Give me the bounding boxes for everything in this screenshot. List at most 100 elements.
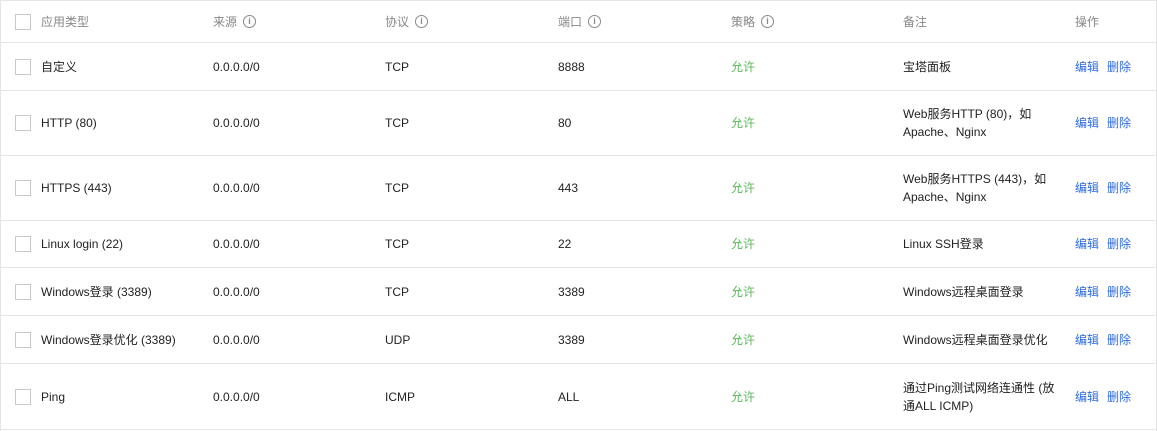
info-icon[interactable]: i [761, 15, 775, 28]
col-header-remark: 备注 [903, 1, 927, 42]
cell-source: 0.0.0.0/0 [213, 237, 260, 251]
cell-actions: 编辑 删除 [1075, 43, 1131, 90]
cell-type: 自定义 [41, 59, 78, 74]
cell-actions: 编辑 删除 [1075, 156, 1131, 220]
col-header-action: 操作 [1075, 1, 1099, 42]
cell-protocol: TCP [385, 59, 409, 74]
delete-link[interactable]: 删除 [1107, 332, 1132, 347]
cell-port: 22 [558, 237, 572, 251]
cell-policy: 允许 [731, 237, 756, 251]
row-checkbox[interactable] [15, 115, 31, 131]
cell-remark: Web服务HTTPS (443)，如Apache、Nginx [903, 156, 1063, 220]
cell-protocol: ICMP [385, 389, 415, 404]
cell-source: 0.0.0.0/0 [213, 116, 260, 130]
select-all-checkbox[interactable] [15, 13, 31, 30]
cell-remark-text: 通过Ping测试网络连通性 (放通ALL ICMP) [903, 380, 1055, 413]
cell-protocol: TCP [385, 284, 409, 299]
cell-protocol: TCP [385, 237, 409, 251]
cell-remark: Windows远程桌面登录 [903, 268, 1063, 315]
edit-link[interactable]: 编辑 [1075, 284, 1100, 299]
table-row: HTTPS (443) 0.0.0.0/0 TCP 443 允许 Web服务HT… [1, 156, 1156, 221]
cell-source: 0.0.0.0/0 [213, 59, 260, 74]
cell-type: HTTP (80) [41, 116, 97, 130]
cell-remark-text: Windows远程桌面登录 [903, 284, 1024, 299]
cell-actions: 编辑 删除 [1075, 221, 1131, 267]
cell-policy: 允许 [731, 284, 756, 299]
col-header-type: 应用类型 [41, 1, 89, 42]
cell-remark-text: Web服务HTTPS (443)，如Apache、Nginx [903, 172, 1047, 204]
row-checkbox[interactable] [15, 58, 31, 75]
table-row: Windows登录优化 (3389) 0.0.0.0/0 UDP 3389 允许… [1, 316, 1156, 364]
cell-actions: 编辑 删除 [1075, 316, 1131, 363]
col-header-port-label: 端口 [558, 14, 583, 29]
row-checkbox[interactable] [15, 283, 31, 300]
cell-policy: 允许 [731, 181, 756, 195]
delete-link[interactable]: 删除 [1107, 181, 1132, 195]
cell-port: 8888 [558, 59, 585, 74]
table-header: 应用类型 来源 i 协议 i 端口 i 策略 i 备注 操作 [1, 0, 1156, 43]
cell-type: Ping [41, 389, 66, 404]
cell-port: ALL [558, 389, 580, 404]
delete-link[interactable]: 删除 [1107, 237, 1132, 251]
col-header-remark-label: 备注 [903, 14, 928, 29]
table-row: Ping 0.0.0.0/0 ICMP ALL 允许 通过Ping测试网络连通性… [1, 364, 1156, 430]
row-checkbox[interactable] [15, 180, 31, 196]
cell-policy: 允许 [731, 389, 756, 404]
cell-port: 3389 [558, 332, 585, 347]
cell-actions: 编辑 删除 [1075, 364, 1131, 429]
col-header-source-label: 来源 [213, 14, 238, 29]
info-icon[interactable]: i [415, 15, 429, 28]
cell-port: 3389 [558, 284, 585, 299]
cell-policy: 允许 [731, 116, 756, 130]
col-header-protocol-label: 协议 [385, 14, 410, 29]
cell-type: HTTPS (443) [41, 181, 112, 195]
delete-link[interactable]: 删除 [1107, 116, 1132, 130]
cell-source: 0.0.0.0/0 [213, 181, 260, 195]
cell-remark: Windows远程桌面登录优化 [903, 316, 1063, 363]
delete-link[interactable]: 删除 [1107, 389, 1132, 404]
cell-remark-text: Linux SSH登录 [903, 237, 984, 251]
cell-policy: 允许 [731, 59, 756, 74]
cell-remark-text: Windows远程桌面登录优化 [903, 332, 1048, 347]
col-header-source: 来源 i [213, 1, 257, 42]
cell-remark-text: 宝塔面板 [903, 59, 952, 74]
cell-source: 0.0.0.0/0 [213, 284, 260, 299]
col-header-policy: 策略 i [731, 1, 775, 42]
edit-link[interactable]: 编辑 [1075, 116, 1100, 130]
cell-protocol: UDP [385, 332, 411, 347]
table-row: 自定义 0.0.0.0/0 TCP 8888 允许 宝塔面板 编辑 删除 [1, 43, 1156, 91]
row-checkbox[interactable] [15, 236, 31, 252]
info-icon[interactable]: i [243, 15, 257, 28]
edit-link[interactable]: 编辑 [1075, 332, 1100, 347]
table-row: HTTP (80) 0.0.0.0/0 TCP 80 允许 Web服务HTTP … [1, 91, 1156, 156]
info-icon[interactable]: i [588, 15, 602, 28]
cell-remark: 宝塔面板 [903, 43, 1063, 90]
edit-link[interactable]: 编辑 [1075, 59, 1100, 74]
delete-link[interactable]: 删除 [1107, 59, 1132, 74]
row-checkbox[interactable] [15, 388, 31, 405]
cell-actions: 编辑 删除 [1075, 268, 1131, 315]
edit-link[interactable]: 编辑 [1075, 237, 1100, 251]
col-header-action-label: 操作 [1075, 14, 1100, 29]
edit-link[interactable]: 编辑 [1075, 389, 1100, 404]
col-header-type-label: 应用类型 [41, 14, 90, 29]
cell-source: 0.0.0.0/0 [213, 389, 260, 404]
delete-link[interactable]: 删除 [1107, 284, 1132, 299]
edit-link[interactable]: 编辑 [1075, 181, 1100, 195]
col-header-port: 端口 i [558, 1, 602, 42]
cell-type: Linux login (22) [41, 237, 124, 251]
table-row: Windows登录 (3389) 0.0.0.0/0 TCP 3389 允许 W… [1, 268, 1156, 316]
cell-remark: Linux SSH登录 [903, 221, 1063, 267]
cell-protocol: TCP [385, 116, 409, 130]
cell-type: Windows登录 (3389) [41, 284, 152, 299]
cell-remark: 通过Ping测试网络连通性 (放通ALL ICMP) [903, 364, 1063, 429]
cell-port: 443 [558, 181, 579, 195]
cell-type: Windows登录优化 (3389) [41, 332, 176, 347]
cell-port: 80 [558, 116, 572, 130]
cell-remark-text: Web服务HTTP (80)，如Apache、Nginx [903, 107, 1032, 139]
cell-actions: 编辑 删除 [1075, 91, 1131, 155]
row-checkbox[interactable] [15, 331, 31, 348]
cell-source: 0.0.0.0/0 [213, 332, 260, 347]
cell-policy: 允许 [731, 332, 756, 347]
